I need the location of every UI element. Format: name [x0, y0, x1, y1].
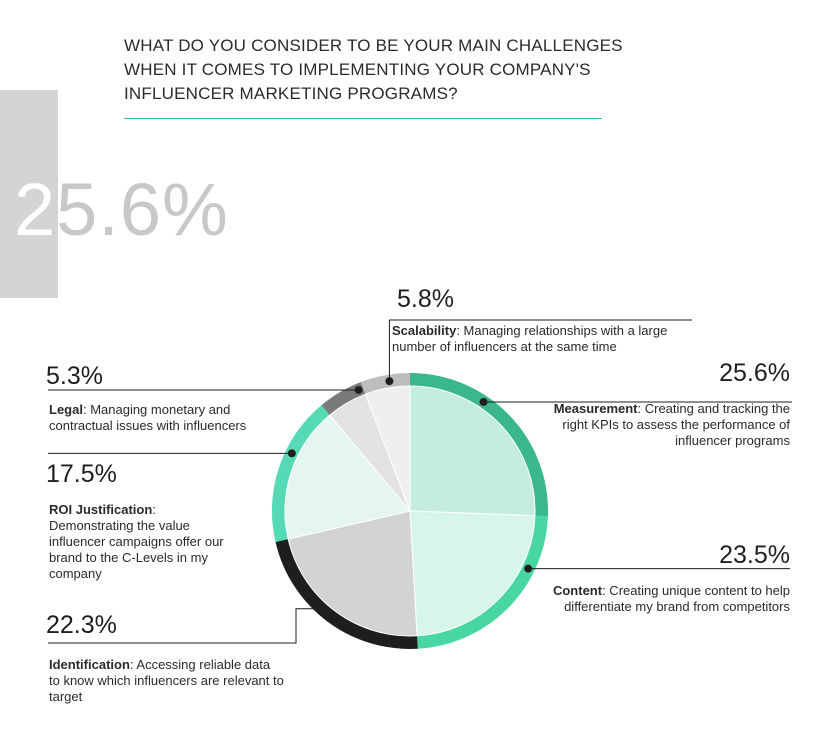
- roi-description: ROI Justification: Demonstrating the val…: [49, 502, 244, 582]
- scalability-description: Scalability: Managing relationships with…: [392, 323, 692, 355]
- highlight-first-digit: 2: [14, 168, 57, 251]
- leader-dot-scalability: [385, 377, 394, 386]
- pie-slice-identification: [287, 510, 418, 637]
- roi-percent: 17.5%: [46, 460, 117, 488]
- highlight-block: [0, 90, 58, 298]
- title-line-1: WHAT DO YOU CONSIDER TO BE YOUR MAIN CHA…: [124, 36, 623, 55]
- leader-dot-content: [524, 564, 533, 573]
- leader-line-scalability: [388, 319, 692, 382]
- title-line-2: WHEN IT COMES TO IMPLEMENTING YOUR COMPA…: [124, 60, 591, 79]
- content-label: Content: [552, 583, 603, 598]
- pie-ring-measurement: [409, 373, 548, 517]
- content-description: Content: Creating unique content to help…: [550, 583, 790, 615]
- leader-dot-identification: [318, 604, 327, 613]
- roi-text: : Demonstrating the value influencer cam…: [49, 502, 224, 581]
- identification-percent: 22.3%: [46, 611, 117, 639]
- leader-dot-legal: [354, 385, 363, 394]
- leader-dot-measurement: [479, 397, 488, 406]
- leader-line-identification: [48, 608, 323, 644]
- scalability-percent: 5.8%: [397, 285, 454, 313]
- roi-label: ROI Justification: [49, 502, 153, 517]
- pie-slice-roi: [284, 414, 411, 540]
- legal-percent: 5.3%: [46, 362, 103, 390]
- title-line-3: INFLUENCER MARKETING PROGRAMS?: [124, 84, 458, 103]
- pie-slice-measurement: [409, 385, 536, 517]
- pie-slice-content: [409, 510, 536, 637]
- highlight-rest: 5.6%: [56, 168, 229, 251]
- pie-ring-content: [417, 515, 548, 649]
- legal-label: Legal: [49, 402, 83, 417]
- identification-label: Identification: [49, 657, 130, 672]
- measurement-description: Measurement: Creating and tracking the r…: [545, 401, 790, 449]
- leader-dot-roi: [287, 449, 296, 458]
- legal-text: : Managing monetary and contractual issu…: [49, 402, 247, 433]
- identification-text: : Accessing reliable data to know which …: [49, 657, 284, 704]
- measurement-percent: 25.6%: [719, 359, 790, 387]
- identification-description: Identification: Accessing reliable data …: [49, 657, 284, 705]
- scalability-text: : Managing relationships with a large nu…: [392, 323, 668, 354]
- highlight-percentage: 25.6%: [14, 168, 229, 252]
- legal-description: Legal: Managing monetary and contractual…: [49, 402, 264, 434]
- content-percent: 23.5%: [719, 541, 790, 569]
- pie-slice-scalability: [364, 385, 411, 512]
- content-text: : Creating unique content to help differ…: [564, 583, 790, 614]
- pie-ring-roi: [272, 405, 330, 542]
- scalability-label: Scalability: [392, 323, 457, 338]
- title-underline: [124, 118, 602, 119]
- measurement-text: : Creating and tracking the right KPIs t…: [562, 401, 790, 448]
- measurement-label: Measurement: [553, 401, 638, 416]
- pie-ring-identification: [275, 538, 418, 649]
- chart-title: WHAT DO YOU CONSIDER TO BE YOUR MAIN CHA…: [124, 34, 684, 106]
